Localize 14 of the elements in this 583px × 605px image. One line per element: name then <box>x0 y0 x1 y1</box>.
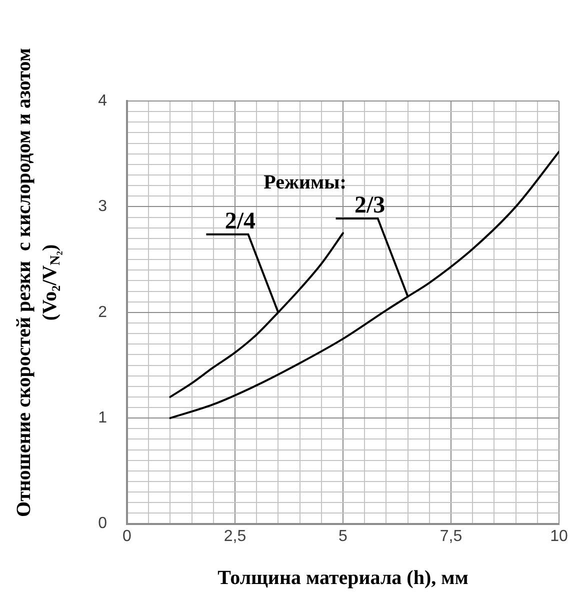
x-tick-label: 7,5 <box>440 528 462 545</box>
y-tick-label: 0 <box>98 515 108 532</box>
y-tick-label: 4 <box>98 92 108 110</box>
x-axis-title: Толщина материала (h), мм <box>218 567 468 590</box>
x-tick-label: 10 <box>550 528 568 545</box>
annotation: Режимы: <box>264 172 346 194</box>
annotation: 2/4 <box>224 208 256 234</box>
y-tick-label: 1 <box>98 410 108 427</box>
x-tick-label: 5 <box>338 528 348 545</box>
x-tick-label: 2,5 <box>224 528 246 545</box>
y-tick-label: 3 <box>98 198 108 216</box>
annotation: 2/3 <box>354 192 386 219</box>
y-tick-label: 2 <box>98 304 108 321</box>
x-tick-label: 0 <box>122 528 132 545</box>
